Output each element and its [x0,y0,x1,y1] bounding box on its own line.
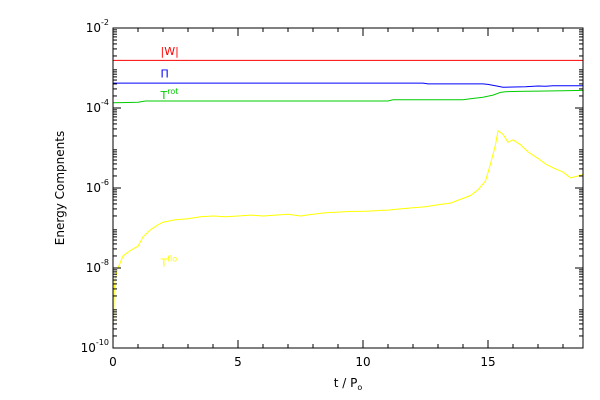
x-tick-label: 5 [234,355,242,369]
y-tick-label: 10-10 [81,338,109,355]
x-axis-label-subscript: o [357,383,362,392]
y-tick-label-exponent: -2 [101,18,109,27]
x-tick-label: 0 [109,355,117,369]
y-tick-label: 10-8 [86,258,109,275]
y-tick-label-exponent: -4 [101,98,109,107]
series-line-2 [112,89,584,104]
y-tick-label-base: 10 [81,341,96,355]
plot-frame [112,27,584,349]
series-layer [112,59,584,349]
y-tick-label-base: 10 [86,181,101,195]
y-tick-label-base: 10 [86,21,101,35]
series-label-main-3: T [160,256,168,269]
x-tick-label: 15 [480,355,495,369]
y-axis-label: Energy Compnents [53,131,67,245]
y-tick-label-exponent: -10 [96,338,109,347]
series-label-sup-3: flo [167,254,177,263]
series-label-main-2: T [160,89,168,102]
x-axis-label: t / Po [334,376,363,392]
y-tick-label-exponent: -6 [101,178,109,187]
y-tick-label-exponent: -8 [101,258,109,267]
series-label-main-0: |W| [161,45,179,58]
series-label-main-1: Π [161,68,169,81]
y-tick-label-base: 10 [86,261,101,275]
y-tick-label: 10-2 [86,18,109,35]
series-label-1: Π [161,68,169,81]
series-label-3: Tflo [160,254,178,269]
y-tick-label: 10-6 [86,178,109,195]
series-label-2: Trot [160,87,179,102]
x-axis-label-main: t / P [334,376,358,390]
series-line-3 [112,129,584,349]
x-tick-label: 10 [355,355,370,369]
y-tick-label-base: 10 [86,101,101,115]
series-label-sup-2: rot [167,87,178,96]
series-line-1 [113,82,583,88]
y-tick-label: 10-4 [86,98,109,115]
series-label-0: |W| [161,45,179,58]
